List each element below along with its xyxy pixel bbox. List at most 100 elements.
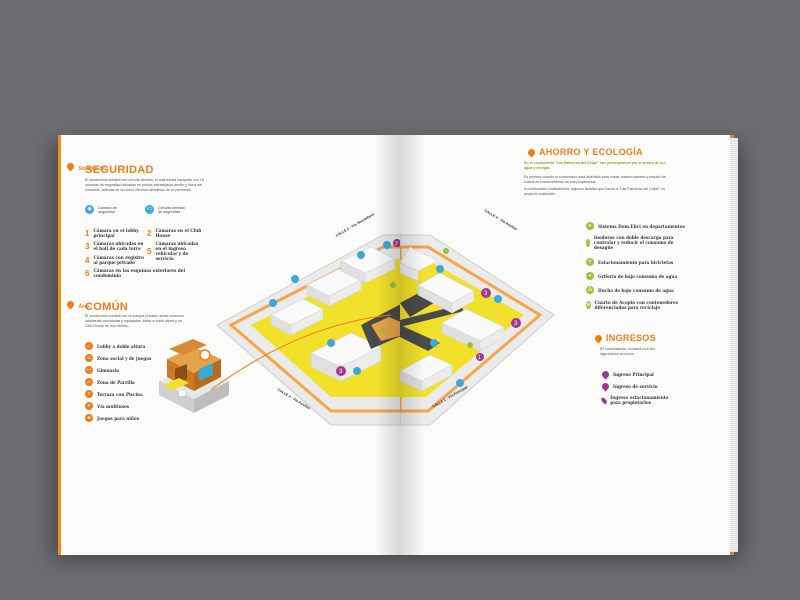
monitor-icon: ▭	[145, 205, 154, 214]
ingreso-item-3: Ingreso estacionamiento para propietario…	[600, 395, 672, 405]
map-right-half: 3 3 1	[400, 234, 555, 426]
pin-2-icon	[600, 381, 611, 392]
seguridad-item-4: 4 Cámaras con registro al parque privado	[85, 255, 145, 265]
ahorro-header: AHORRO Y ECOLOGÍA	[526, 147, 643, 157]
terrace-icon: ≈	[85, 390, 93, 398]
seguridad-item-3: 3 Cámaras ubicadas en el hall de cada to…	[85, 241, 145, 251]
ingresos-title: INGRESOS	[606, 333, 656, 343]
item-text: Lobby a doble altura	[97, 343, 146, 349]
item-text: Vía multiusos	[97, 403, 130, 409]
seguridad-paragraph: El condominio contará con circuito cerra…	[85, 178, 204, 192]
item-number: 1	[85, 228, 90, 238]
legend-monitor-label: Circuito cerrado de seguridad	[158, 205, 185, 214]
item-text: Cámaras en el Club House	[155, 228, 202, 238]
item-number: 5	[147, 246, 152, 256]
toilet-icon: ◌	[586, 238, 590, 247]
item-text: Gimnasio	[97, 367, 120, 373]
comun-kicker: Área	[78, 304, 90, 310]
ingresos-header: INGRESOS	[593, 333, 656, 343]
shower-icon: ⁂	[586, 286, 594, 294]
ahorro-item: ☀ Sistema Dom.Efici en departamentos	[586, 222, 696, 230]
right-page: 3 3 1 CALLE 4 - Vía Auxiliar CALLE 1 - V…	[400, 135, 734, 555]
seguridad-item-5: 5 Cámaras ubicadas en el ingreso vehicul…	[147, 241, 205, 261]
ahorro-item: ◌ Inodoros con doble descarga para contro…	[586, 235, 682, 250]
svg-text:3: 3	[339, 369, 343, 375]
item-text: Ingreso Principal	[613, 372, 654, 377]
item-text: Cámaras ubicadas en el hall de cada torr…	[93, 241, 144, 251]
location-pin-icon	[65, 299, 76, 310]
pin-1-icon	[600, 369, 611, 380]
sum-icon: ✦	[85, 402, 93, 410]
ahorro-item: ⁂ Ducha de bajo consumo de agua	[586, 286, 696, 294]
ahorro-paragraph-2: A continuación mostraremos, algunos deta…	[524, 187, 665, 196]
pin-3-icon	[600, 396, 609, 404]
seguridad-item-2: 2 Cámaras en el Club House	[147, 228, 205, 238]
item-text: Zona social y de juegos	[97, 355, 152, 361]
legend-monitor: ▭ Circuito cerrado de seguridad	[145, 205, 188, 214]
faucet-icon: ♦	[586, 272, 594, 280]
book-page-edges	[730, 138, 738, 552]
gym-icon: ⊶	[85, 366, 93, 374]
comun-item: ≈ Terraza con Piscina	[85, 390, 143, 398]
location-pin-icon	[65, 161, 76, 172]
comun-item: ⊶ Gimnasio	[85, 366, 119, 374]
svg-text:3: 3	[514, 321, 518, 327]
ahorro-title: AHORRO Y ECOLOGÍA	[539, 147, 643, 157]
item-number: 6	[85, 268, 90, 278]
ingreso-item-2: Ingreso de servicio	[600, 381, 658, 392]
ahorro-item: ♦ Grifería de bajo consumo de agua	[586, 272, 696, 280]
item-text: Terraza con Piscina	[97, 391, 143, 397]
grill-icon: ♨	[85, 378, 93, 386]
svg-text:1: 1	[478, 355, 481, 361]
item-text: Estacionamiento para bicicletas	[598, 259, 674, 265]
item-text: Cámaras ubicadas en el ingreso vehicular…	[155, 241, 199, 261]
item-text: Juegos para niños	[97, 415, 140, 421]
seguridad-item-1: 1 Cámara en el lobby principal	[85, 228, 145, 238]
comun-header: Área	[65, 295, 90, 313]
item-text: Cámaras en las esquinas exteriores del c…	[93, 268, 186, 278]
ingresos-paragraph: El condominio contará con los siguientes…	[600, 347, 656, 356]
comun-item: ☺ Zona social y de juegos	[85, 354, 151, 362]
item-text: Grifería de bajo consumo de agua	[598, 273, 678, 279]
ingreso-item-1: Ingreso Principal	[600, 369, 654, 380]
ahorro-item: ♻ Cuarto de Acopio con contenedores difer…	[586, 300, 682, 310]
item-text: Zona de Parrilla	[97, 379, 135, 385]
comun-item: ♣ Juegos para niños	[85, 414, 139, 422]
item-text: Cámaras con registro al parque privado	[93, 255, 144, 265]
camera-icon: ◉	[85, 205, 94, 214]
ahorro-paragraph-1: Es primera cuando el condominio está dis…	[524, 175, 666, 184]
item-text: Cuarto de Acopio con contenedores difere…	[594, 300, 679, 310]
map-left-half: 2 3	[211, 234, 403, 426]
item-text: Cámara en el lobby principal	[93, 228, 139, 238]
comun-item: ⌂ Lobby a doble altura	[85, 342, 145, 350]
sun-icon: ☀	[586, 222, 594, 230]
social-icon: ☺	[85, 354, 93, 362]
item-number: 2	[147, 228, 152, 238]
left-page: Sistema de SEGURIDAD El condominio conta…	[58, 135, 403, 555]
item-text: Ingreso estacionamiento para propietario…	[610, 395, 669, 405]
item-text: Inodoros con doble descarga para control…	[593, 235, 674, 250]
seguridad-title: SEGURIDAD	[85, 164, 154, 176]
comun-item: ✦ Vía multiusos	[85, 402, 129, 410]
ahorro-item: ⚲ Estacionamiento para bicicletas	[586, 258, 696, 266]
svg-text:2: 2	[395, 241, 398, 247]
ahorro-lead: En el condominio "Las Palmeras del Chipe…	[524, 161, 666, 170]
lobby-icon: ⌂	[85, 342, 93, 350]
item-text: Sistema Dom.Efici en departamentos	[598, 223, 685, 229]
item-number: 3	[85, 241, 90, 251]
legend-camera: ◉ Cámara de seguridad	[85, 205, 124, 214]
comun-paragraph: El condominio contará con un parque priv…	[85, 314, 184, 328]
kids-icon: ♣	[85, 414, 93, 422]
svg-text:3: 3	[484, 291, 488, 297]
item-text: Ingreso de servicio	[613, 384, 658, 389]
seguridad-kicker: Sistema de	[78, 166, 105, 172]
item-number: 4	[85, 255, 90, 265]
location-pin-icon	[593, 333, 604, 343]
comun-title: COMÚN	[85, 301, 129, 313]
seguridad-item-6: 6 Cámaras en las esquinas exteriores del…	[85, 268, 195, 278]
bike-icon: ⚲	[586, 258, 594, 266]
club-house-illustration	[159, 339, 229, 413]
trash-icon: ♻	[586, 301, 591, 309]
location-pin-icon	[526, 147, 537, 157]
legend-camera-label: Cámara de seguridad	[98, 205, 117, 214]
